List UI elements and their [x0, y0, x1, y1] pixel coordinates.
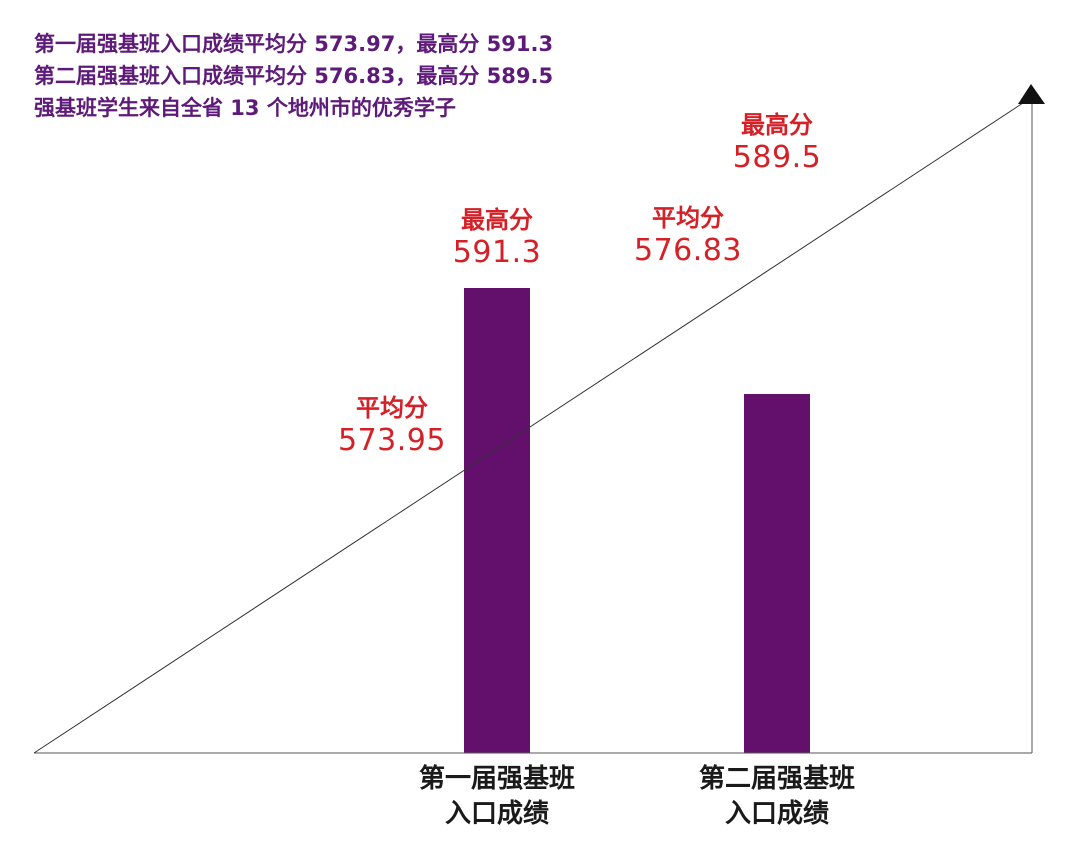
average-score-label-2: 平均分	[651, 204, 724, 232]
category-label-1-line-1: 第一届强基班	[418, 764, 575, 794]
max-score-annotation-2: 最高分 589.5	[733, 110, 821, 176]
chart-header: 第一届强基班入口成绩平均分 573.97，最高分 591.3 第二届强基班入口成…	[34, 28, 734, 124]
header-line-3: 强基班学生来自全省 13 个地州市的优秀学子	[34, 96, 456, 120]
average-score-annotation-1: 平均分 573.95	[338, 393, 446, 459]
average-score-label-1: 平均分	[355, 394, 428, 422]
category-label-2: 第二届强基班 入口成绩	[657, 762, 897, 832]
average-score-value-2: 576.83	[634, 233, 742, 268]
category-label-2-line-2: 入口成绩	[724, 799, 829, 829]
category-label-1-line-2: 入口成绩	[444, 799, 549, 829]
bar-2	[744, 394, 810, 753]
average-score-annotation-2: 平均分 576.83	[634, 203, 742, 269]
trend-line	[33, 100, 1027, 754]
max-score-value-1: 591.3	[452, 235, 542, 270]
header-line-1: 第一届强基班入口成绩平均分 573.97，最高分 591.3	[34, 32, 554, 56]
header-line-2: 第二届强基班入口成绩平均分 576.83，最高分 589.5	[34, 64, 554, 88]
max-score-annotation-1: 最高分 591.3	[453, 205, 541, 271]
average-score-value-1: 573.95	[338, 423, 446, 458]
category-label-2-line-1: 第二届强基班	[698, 764, 855, 794]
category-label-1: 第一届强基班 入口成绩	[377, 762, 617, 832]
bar-1	[464, 288, 530, 753]
y-axis-arrow-icon	[1018, 84, 1045, 104]
max-score-label-1: 最高分	[460, 206, 533, 234]
max-score-value-2: 589.5	[732, 140, 822, 175]
max-score-label-2: 最高分	[740, 111, 813, 139]
